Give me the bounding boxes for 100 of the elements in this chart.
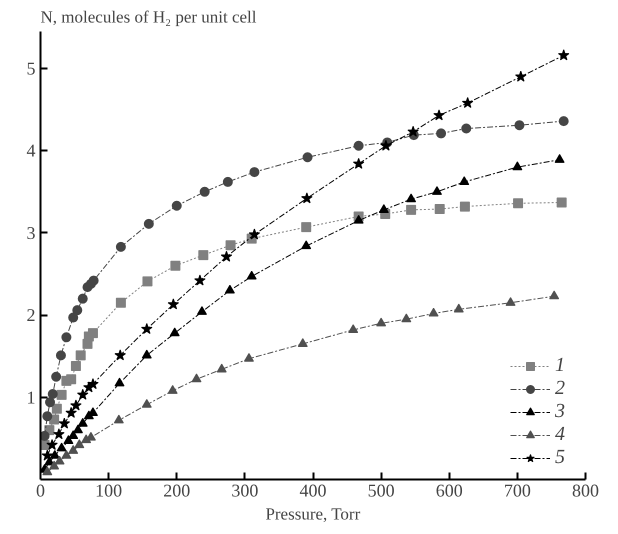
point bbox=[66, 374, 76, 384]
x-tick-label: 200 bbox=[163, 480, 190, 500]
point bbox=[56, 350, 66, 360]
point bbox=[53, 428, 65, 440]
point bbox=[142, 399, 152, 408]
point bbox=[63, 435, 74, 444]
point bbox=[70, 400, 82, 410]
point bbox=[461, 124, 472, 134]
point bbox=[352, 158, 364, 169]
point bbox=[68, 445, 78, 454]
point bbox=[116, 242, 126, 252]
x-tick-label: 300 bbox=[231, 480, 258, 500]
point bbox=[40, 430, 50, 441]
point bbox=[42, 450, 54, 461]
point bbox=[512, 161, 522, 170]
point bbox=[65, 406, 77, 418]
point bbox=[428, 308, 439, 317]
point bbox=[88, 276, 99, 286]
point bbox=[141, 323, 153, 334]
point bbox=[50, 450, 60, 459]
point bbox=[52, 404, 62, 414]
point bbox=[51, 372, 62, 382]
point bbox=[200, 186, 210, 197]
point bbox=[434, 204, 445, 214]
point bbox=[76, 350, 86, 360]
point bbox=[554, 154, 565, 163]
point bbox=[54, 456, 65, 465]
point bbox=[168, 385, 178, 394]
legend-label: 3 bbox=[555, 400, 566, 423]
point bbox=[72, 424, 83, 434]
point bbox=[558, 116, 569, 126]
point bbox=[142, 350, 152, 358]
point bbox=[198, 250, 208, 260]
point bbox=[459, 176, 470, 186]
point bbox=[216, 364, 227, 372]
point bbox=[301, 240, 312, 250]
point bbox=[406, 193, 416, 202]
point bbox=[401, 314, 412, 322]
x-tick-label: 0 bbox=[36, 480, 45, 500]
point bbox=[49, 460, 60, 470]
point bbox=[87, 378, 99, 390]
point bbox=[380, 140, 392, 151]
point bbox=[220, 250, 232, 262]
point bbox=[74, 439, 84, 448]
legend-label: 1 bbox=[555, 354, 566, 377]
y-tick-label: 4 bbox=[26, 140, 36, 161]
point bbox=[45, 397, 56, 408]
point bbox=[549, 290, 560, 300]
point bbox=[513, 198, 524, 208]
y-tick-label: 5 bbox=[26, 58, 36, 78]
legend-label: 2 bbox=[555, 377, 566, 400]
point bbox=[114, 414, 124, 424]
point bbox=[432, 186, 442, 195]
point bbox=[376, 318, 386, 326]
point bbox=[58, 418, 70, 429]
point bbox=[68, 430, 78, 440]
point bbox=[436, 128, 446, 138]
point bbox=[42, 466, 52, 476]
point bbox=[61, 332, 72, 342]
point bbox=[514, 120, 524, 130]
x-tick-label: 500 bbox=[368, 480, 395, 500]
point bbox=[42, 411, 52, 422]
point bbox=[462, 97, 474, 108]
point bbox=[170, 260, 180, 271]
x-tick-label: 400 bbox=[300, 480, 326, 500]
point bbox=[46, 438, 58, 450]
point bbox=[114, 378, 125, 386]
point bbox=[556, 197, 567, 208]
x-tick-label: 800 bbox=[572, 480, 599, 500]
y-tick-label: 3 bbox=[26, 222, 36, 243]
point bbox=[558, 49, 570, 60]
point bbox=[224, 284, 235, 294]
y-tick-label: 1 bbox=[26, 387, 36, 408]
point bbox=[246, 270, 257, 280]
point bbox=[72, 305, 82, 316]
legend-label: 4 bbox=[555, 423, 566, 446]
point bbox=[78, 418, 88, 427]
point bbox=[114, 349, 126, 360]
point bbox=[78, 294, 88, 304]
x-tick-label: 100 bbox=[95, 480, 122, 500]
point bbox=[301, 222, 312, 232]
point bbox=[116, 298, 126, 308]
point bbox=[460, 202, 470, 212]
point bbox=[406, 204, 416, 215]
point bbox=[354, 140, 364, 151]
point bbox=[378, 204, 389, 213]
point bbox=[222, 176, 233, 187]
point bbox=[226, 240, 236, 250]
point bbox=[249, 167, 260, 178]
point bbox=[354, 214, 364, 224]
point bbox=[192, 374, 202, 382]
point bbox=[301, 192, 313, 204]
y-tick-label: 2 bbox=[26, 305, 36, 326]
point bbox=[248, 228, 260, 240]
point bbox=[168, 298, 180, 310]
point bbox=[196, 306, 207, 315]
point bbox=[298, 338, 308, 347]
point bbox=[77, 388, 88, 400]
point bbox=[142, 276, 152, 286]
point bbox=[244, 352, 254, 362]
